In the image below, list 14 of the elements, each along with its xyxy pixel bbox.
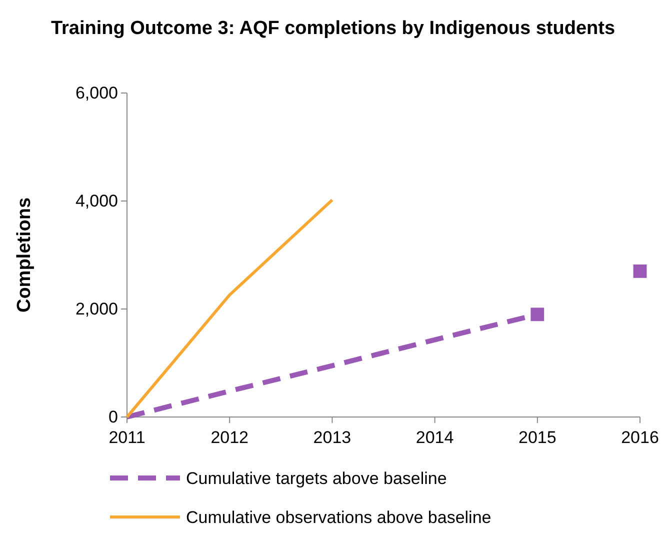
y-tick-label: 0	[108, 407, 118, 426]
x-tick-label: 2011	[108, 428, 146, 447]
y-tick-label: 4,000	[75, 191, 118, 210]
x-tick-label: 2016	[621, 428, 659, 447]
legend-label: Cumulative targets above baseline	[186, 469, 447, 488]
y-axis-title: Completions	[14, 197, 35, 313]
x-tick-label: 2015	[518, 428, 556, 447]
y-tick-label: 2,000	[75, 299, 118, 318]
y-tick-label: 6,000	[75, 83, 118, 102]
x-tick-label: 2014	[416, 428, 454, 447]
x-tick-label: 2012	[210, 428, 249, 447]
x-tick-label: 2013	[313, 428, 352, 447]
legend-label: Cumulative observations above baseline	[186, 508, 492, 527]
chart-title: Training Outcome 3: AQF completions by Indigenous students	[50, 18, 616, 39]
